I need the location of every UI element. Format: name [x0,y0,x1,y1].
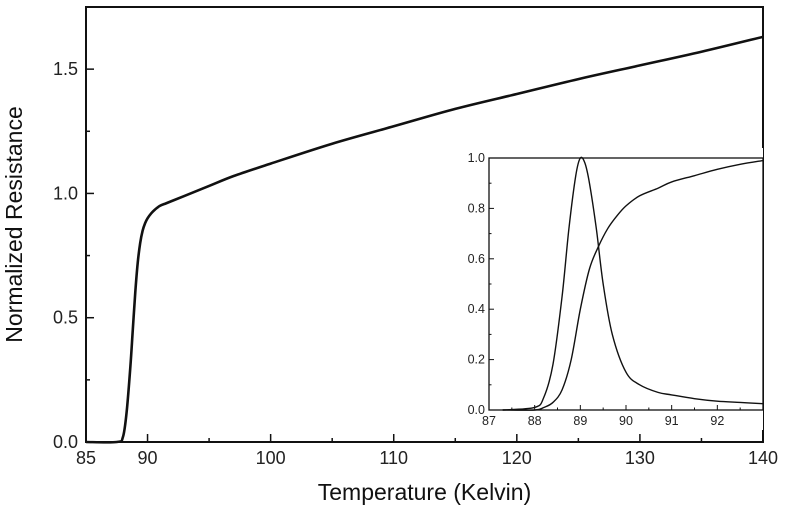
main-x-tick-label: 110 [379,448,408,468]
main-y-tick-label: 0.5 [53,308,78,328]
main-series-group [85,35,764,444]
inset-y-tick-label: 0.8 [468,201,485,215]
main-x-tick-label: 140 [748,448,778,468]
main-y-tick-label: 1.5 [53,59,78,79]
x-axis-title: Temperature (Kelvin) [318,479,531,505]
main-y-tick-label: 1.0 [53,183,78,203]
main-x-tick-label: 90 [138,448,158,468]
main-x-tick-label: 100 [256,448,286,468]
main-x-tick-label: 85 [76,448,96,468]
main-plot: 85 90 100 110 120 130 140 0.0 0.5 1.0 1.5 Temperat… [1,6,778,505]
inset-ticks: 87 88 89 90 91 92 0.0 0.2 0.4 0.6 0.8 1.0 [468,151,741,428]
inset-y-tick-label: 0.4 [468,302,485,316]
inset-y-tick-label: 0.6 [468,252,485,266]
inset-x-tick-label: 87 [482,414,496,428]
inset-plot: 87 88 89 90 91 92 0.0 0.2 0.4 0.6 0.8 1.0 [444,148,764,430]
main-x-tick-label: 120 [502,448,532,468]
inset-x-tick-label: 88 [528,414,542,428]
inset-series-group [502,156,764,411]
main-ticks: 85 90 100 110 120 130 140 0.0 0.5 1.0 1.5 [53,59,778,468]
main-x-tick-label: 130 [625,448,655,468]
inset-series-line-1 [502,156,764,411]
y-axis-title: Normalized Resistance [1,106,27,342]
inset-series-line-2 [502,159,764,411]
main-series-line-1 [85,35,764,444]
inset-y-tick-label: 0.0 [468,403,485,417]
inset-y-tick-label: 0.2 [468,353,485,367]
main-y-tick-label: 0.0 [53,432,78,452]
inset-x-tick-label: 92 [710,414,724,428]
inset-y-tick-label: 1.0 [468,151,485,165]
inset-x-tick-label: 90 [619,414,633,428]
inset-x-tick-label: 89 [573,414,587,428]
inset-x-tick-label: 91 [665,414,679,428]
